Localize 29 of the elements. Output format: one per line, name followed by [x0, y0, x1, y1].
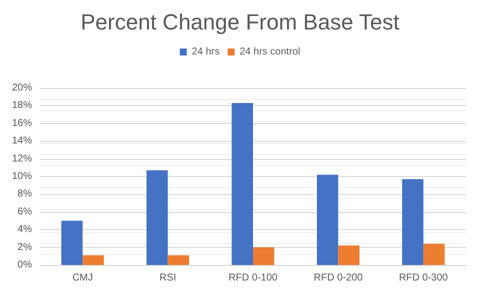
legend-label: 24 hrs control	[240, 46, 300, 58]
bar	[232, 103, 253, 265]
y-tick-label: 4%	[18, 224, 32, 236]
y-tick-label: 0%	[18, 260, 32, 270]
x-tick-label: RFD 0-100	[228, 272, 278, 284]
bar	[168, 255, 190, 265]
y-tick-label: 6%	[18, 206, 32, 218]
x-tick-label: CMJ	[72, 272, 93, 284]
bar	[423, 244, 445, 265]
bar	[338, 246, 360, 265]
bar	[146, 170, 168, 265]
y-tick-label: 18%	[12, 100, 32, 112]
chart-title: Percent Change From Base Test	[80, 10, 400, 34]
y-tick-label: 12%	[12, 153, 32, 164]
y-tick-label: 10%	[12, 171, 32, 182]
legend-label: 24 hrs	[192, 46, 220, 58]
bar	[402, 179, 424, 265]
y-tick-label: 14%	[12, 136, 32, 147]
y-tick-label: 16%	[12, 118, 32, 129]
y-tick-label: 2%	[18, 242, 32, 253]
x-tick-label: RFD 0-200	[314, 272, 364, 284]
bar	[316, 174, 338, 265]
bar	[82, 255, 104, 265]
x-tick-label: RFD 0-300	[398, 272, 448, 284]
bar	[253, 247, 274, 265]
y-tick-label: 20%	[12, 82, 32, 94]
bar	[61, 220, 83, 265]
y-tick-label: 8%	[18, 188, 32, 200]
x-tick-label: RSI	[159, 272, 176, 284]
